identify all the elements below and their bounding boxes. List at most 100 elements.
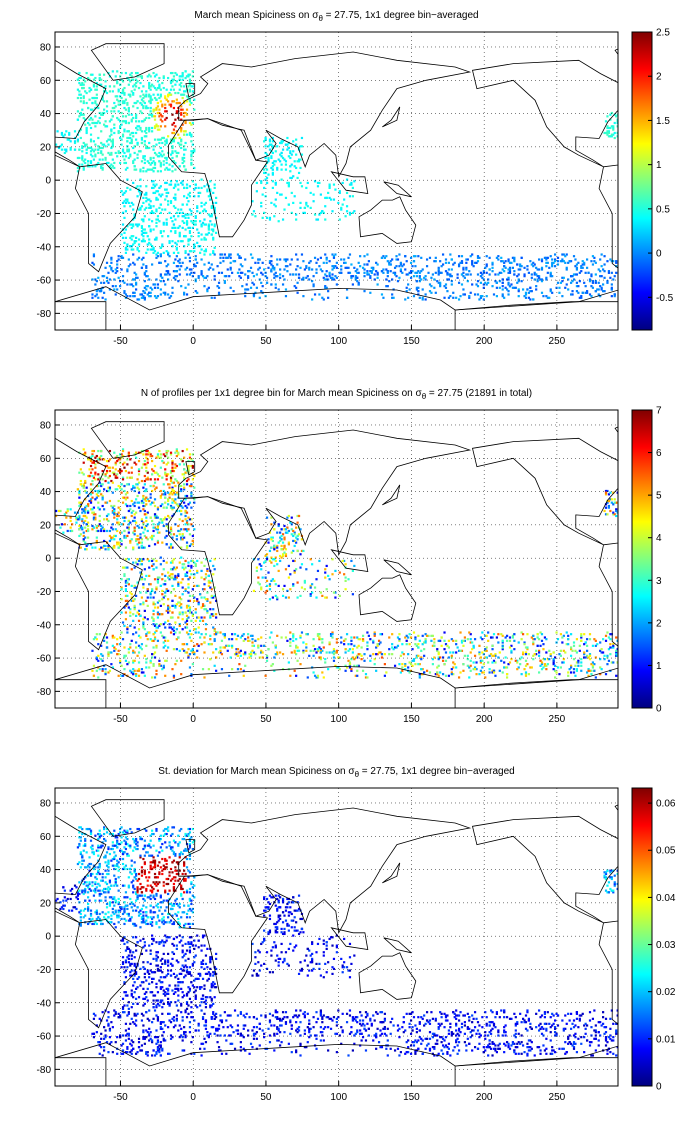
- data-cell: [319, 658, 322, 661]
- data-cell: [265, 181, 269, 185]
- data-cell: [404, 664, 407, 667]
- data-cell: [174, 484, 177, 488]
- data-cell: [188, 195, 192, 198]
- data-cell: [145, 469, 148, 473]
- data-cell: [167, 76, 170, 80]
- data-cell: [148, 161, 151, 165]
- data-cell: [612, 278, 615, 281]
- data-cell: [184, 251, 187, 254]
- data-cell: [140, 98, 144, 101]
- data-cell: [97, 524, 100, 528]
- data-cell: [433, 641, 436, 644]
- data-cell: [143, 296, 146, 299]
- data-cell: [191, 466, 194, 469]
- data-cell: [287, 155, 290, 158]
- data-cell: [178, 463, 181, 466]
- data-cell: [140, 141, 144, 145]
- data-cell: [111, 506, 114, 509]
- data-cell: [526, 268, 529, 271]
- data-cell: [178, 78, 181, 81]
- data-cell: [356, 268, 359, 271]
- data-cell: [450, 275, 453, 278]
- data-cell: [213, 225, 216, 228]
- data-cell: [139, 185, 142, 188]
- data-cell: [295, 166, 298, 170]
- data-cell: [130, 584, 133, 588]
- data-cell: [305, 276, 308, 279]
- data-cell: [100, 141, 103, 145]
- data-cell: [142, 486, 145, 489]
- data-cell: [501, 293, 504, 296]
- data-cell: [169, 479, 173, 483]
- data-cell: [142, 295, 145, 298]
- data-cell: [281, 275, 285, 278]
- data-cell: [190, 483, 193, 486]
- data-cell: [196, 241, 199, 244]
- data-cell: [386, 260, 389, 263]
- data-cell: [167, 473, 170, 476]
- data-cell: [523, 275, 526, 278]
- data-cell: [164, 168, 167, 171]
- data-cell: [148, 141, 151, 145]
- data-cell: [331, 631, 334, 634]
- data-cell: [242, 633, 245, 636]
- data-cell: [156, 516, 160, 519]
- data-cell: [257, 258, 260, 261]
- data-cell: [183, 156, 186, 160]
- data-cell: [386, 285, 389, 288]
- data-cell: [101, 296, 104, 299]
- data-cell: [187, 604, 190, 607]
- data-cell: [588, 653, 592, 656]
- data-cell: [180, 128, 183, 131]
- data-cell: [97, 288, 100, 291]
- data-cell: [533, 263, 536, 266]
- data-cell: [151, 126, 154, 130]
- data-cell: [146, 198, 149, 201]
- data-cell: [270, 270, 273, 273]
- data-cell: [271, 266, 274, 269]
- data-cell: [604, 120, 608, 123]
- data-cell: [213, 183, 216, 186]
- data-cell: [177, 636, 180, 639]
- data-cell: [124, 498, 128, 501]
- data-cell: [437, 281, 440, 284]
- data-cell: [127, 651, 130, 654]
- data-cell: [127, 258, 130, 261]
- data-cell: [287, 203, 290, 206]
- data-cell: [412, 275, 416, 278]
- data-cell: [274, 271, 277, 274]
- data-cell: [159, 253, 162, 256]
- data-cell: [491, 644, 494, 647]
- data-cell: [85, 101, 88, 105]
- data-cell: [146, 529, 149, 533]
- data-cell: [284, 168, 288, 171]
- data-cell: [79, 479, 82, 483]
- data-cell: [261, 273, 264, 276]
- data-cell: [98, 76, 101, 80]
- data-cell: [612, 643, 615, 646]
- data-cell: [152, 596, 155, 599]
- data-cell: [399, 654, 402, 657]
- data-cell: [98, 519, 101, 523]
- data-cell: [191, 226, 194, 229]
- data-cell: [137, 506, 141, 509]
- data-cell: [169, 544, 173, 548]
- data-cell: [87, 528, 90, 531]
- data-cell: [517, 278, 520, 281]
- data-cell: [121, 621, 125, 624]
- data-cell: [190, 250, 193, 253]
- data-cell: [78, 471, 81, 474]
- data-cell: [412, 631, 416, 634]
- data-cell: [148, 278, 151, 281]
- data-cell: [380, 633, 384, 636]
- data-cell: [84, 481, 87, 484]
- data-cell: [585, 649, 589, 652]
- data-cell: [94, 155, 97, 158]
- data-cell: [289, 273, 292, 276]
- data-cell: [353, 636, 356, 639]
- data-cell: [204, 238, 208, 241]
- data-cell: [286, 265, 289, 268]
- data-cell: [501, 260, 504, 263]
- data-cell: [149, 88, 152, 91]
- data-cell: [343, 258, 346, 261]
